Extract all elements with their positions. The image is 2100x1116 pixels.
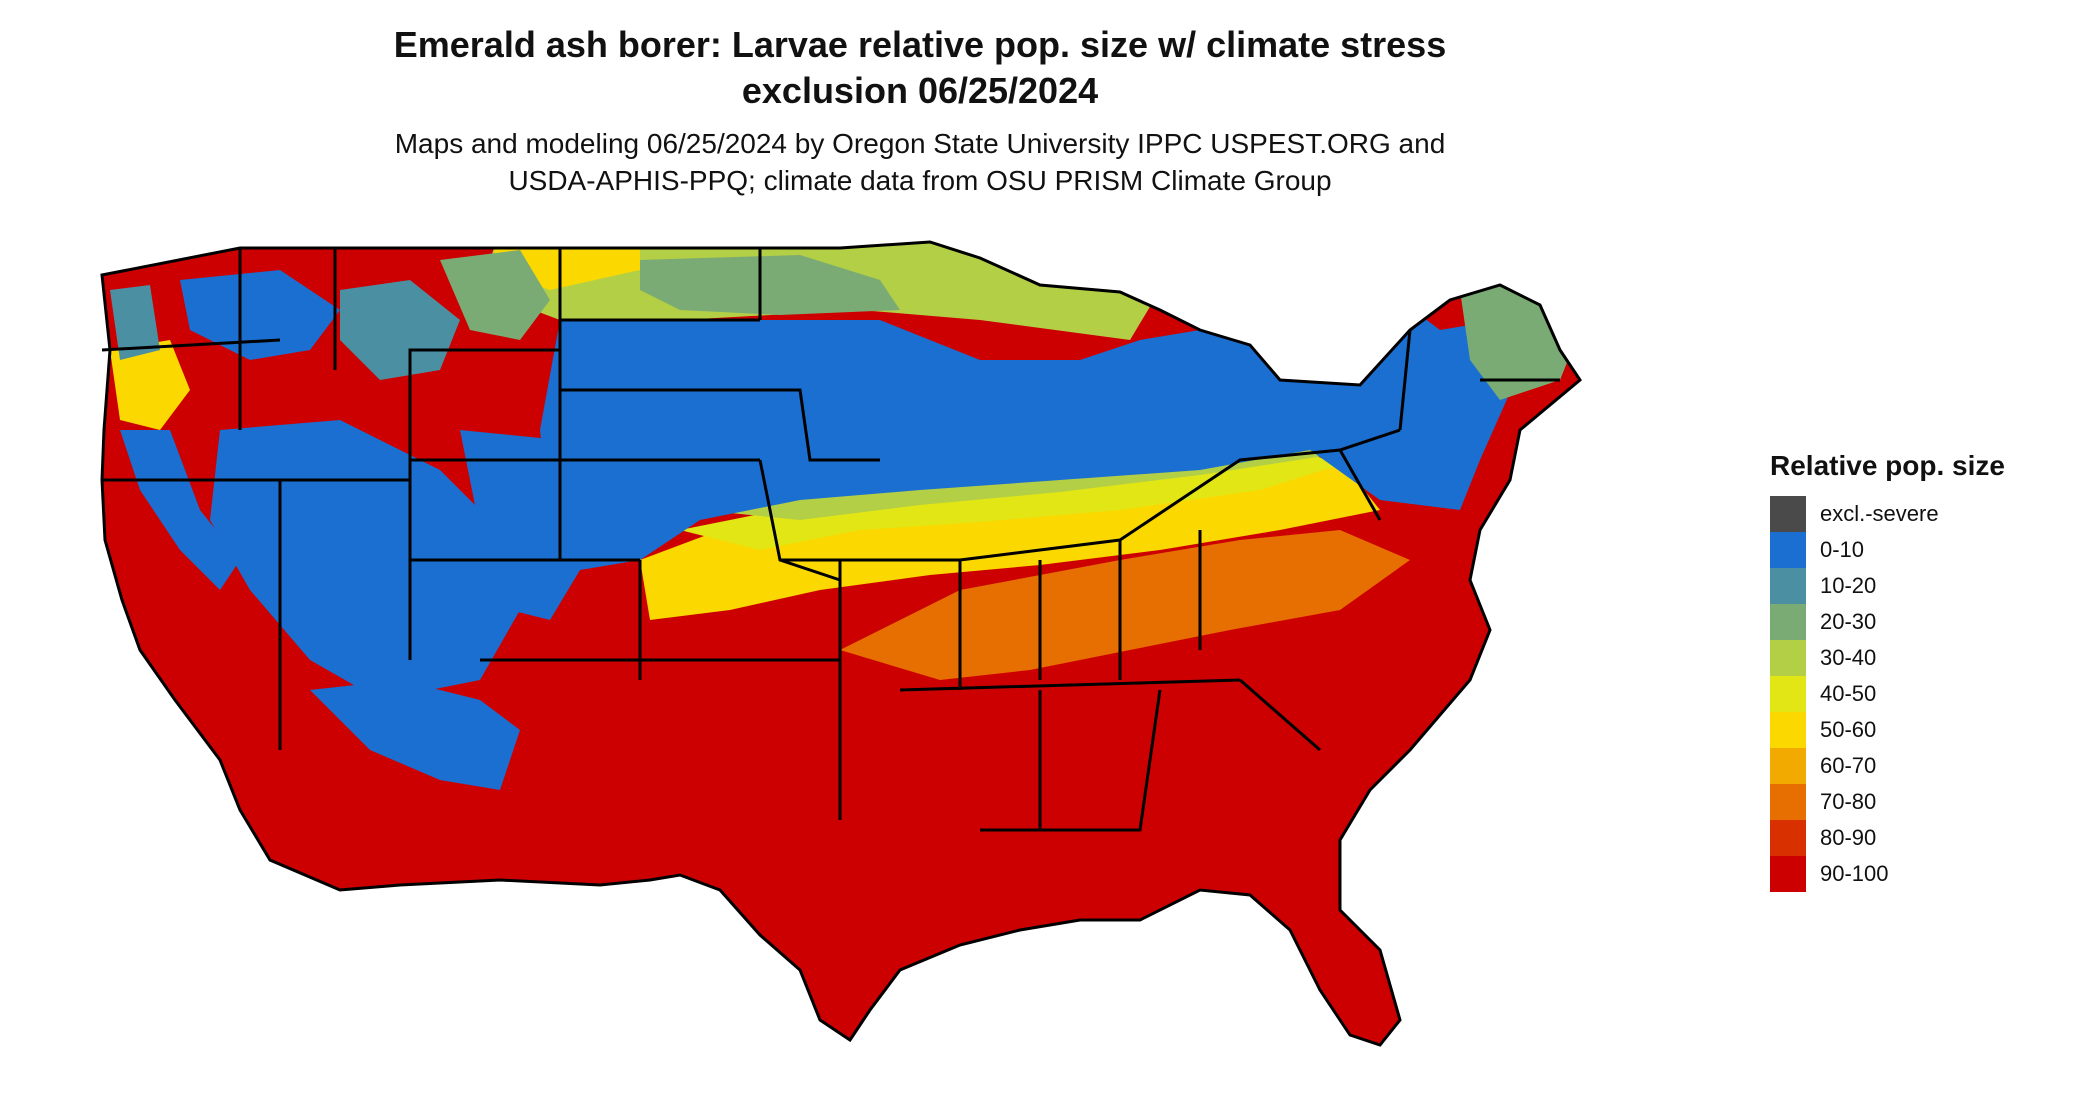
- zone-10-20-idaho: [340, 280, 460, 380]
- map-title: Emerald ash borer: Larvae relative pop. …: [300, 22, 1540, 114]
- legend-swatch: [1770, 712, 1806, 748]
- legend-label: 40-50: [1820, 681, 1877, 706]
- legend-item: 70-80: [1770, 784, 2070, 820]
- legend: Relative pop. size excl.-severe 0-10 10-20…: [1770, 450, 2070, 892]
- zone-20-30-north: [640, 255, 900, 315]
- legend-swatch: [1770, 820, 1806, 856]
- zone-20-30-montana: [440, 250, 550, 340]
- zone-50-60-band: [640, 460, 1380, 620]
- legend-item: 30-40: [1770, 640, 2070, 676]
- legend-label: 10-20: [1820, 573, 1877, 598]
- legend-item: 80-90: [1770, 820, 2070, 856]
- legend-label: 20-30: [1820, 609, 1877, 634]
- legend-swatch: [1770, 568, 1806, 604]
- legend-item: 90-100: [1770, 856, 2070, 892]
- map-subtitle: Maps and modeling 06/25/2024 by Oregon S…: [300, 125, 1540, 199]
- legend-swatch: [1770, 784, 1806, 820]
- legend-item: 20-30: [1770, 604, 2070, 640]
- legend-swatch: [1770, 748, 1806, 784]
- legend-item: 10-20: [1770, 568, 2070, 604]
- legend-swatch: [1770, 604, 1806, 640]
- state-borders: [100, 240, 1582, 1047]
- legend-item: 40-50: [1770, 676, 2070, 712]
- legend-label: 60-70: [1820, 753, 1877, 778]
- border-lines: [101, 248, 1560, 832]
- legend-label: 90-100: [1820, 861, 1889, 886]
- zone-0-10-idaho: [180, 270, 340, 360]
- legend-label: 50-60: [1820, 717, 1877, 742]
- zone-0-10-colorado: [460, 430, 600, 620]
- zone-0-10-sierra: [120, 430, 240, 590]
- legend-item: 60-70: [1770, 748, 2070, 784]
- legend-label: 0-10: [1820, 537, 1865, 562]
- zone-0-10-great-basin: [210, 420, 520, 700]
- suitability-fill: [102, 242, 1580, 1045]
- legend-label: 30-40: [1820, 645, 1877, 670]
- legend-item: excl.-severe: [1770, 496, 2070, 532]
- legend-label: excl.-severe: [1820, 501, 1939, 526]
- legend-swatch: [1770, 532, 1806, 568]
- us-map: [100, 240, 1582, 1047]
- zone-10-20-cascades: [110, 285, 160, 360]
- legend-swatch: [1770, 640, 1806, 676]
- title-line-1: Emerald ash borer: Larvae relative pop. …: [393, 24, 1447, 65]
- legend-title: Relative pop. size: [1770, 450, 2005, 481]
- legend-swatch: [1770, 856, 1806, 892]
- subtitle-line-1: Maps and modeling 06/25/2024 by Oregon S…: [394, 128, 1446, 159]
- legend-label: 80-90: [1820, 825, 1877, 850]
- title-line-2: exclusion 06/25/2024: [741, 70, 1099, 111]
- legend-swatch: [1770, 496, 1806, 532]
- zone-70-80-east: [840, 530, 1410, 680]
- zone-50-60-west: [110, 340, 190, 430]
- legend-item: 0-10: [1770, 532, 2070, 568]
- legend-swatch: [1770, 676, 1806, 712]
- legend-item: 50-60: [1770, 712, 2070, 748]
- subtitle-line-2: USDA-APHIS-PPQ; climate data from OSU PR…: [508, 165, 1332, 196]
- zone-0-10-arizona: [310, 680, 520, 790]
- legend-items: excl.-severe 0-10 10-20 20-30 30-40 40-50 50-6…: [1770, 496, 2070, 892]
- legend-label: 70-80: [1820, 789, 1877, 814]
